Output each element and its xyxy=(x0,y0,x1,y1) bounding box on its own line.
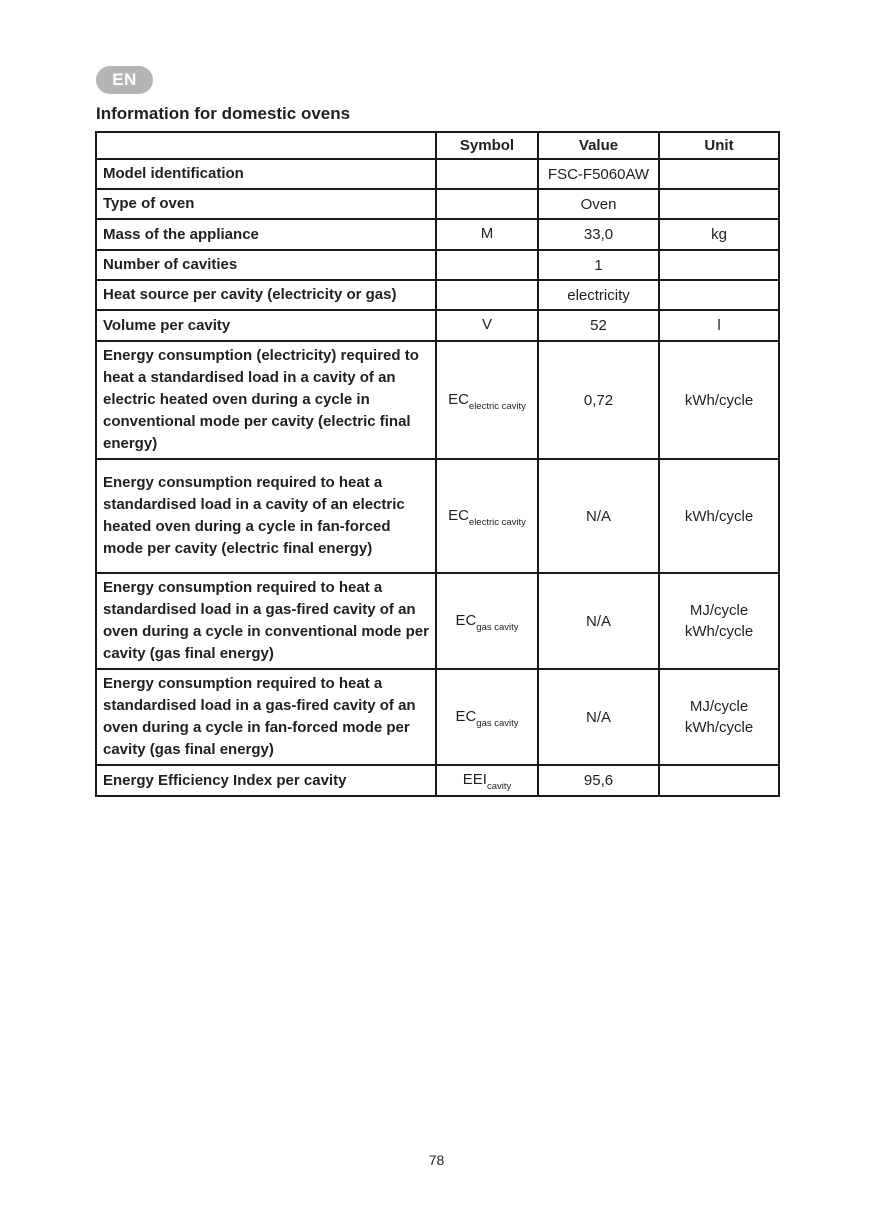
row-label: Energy consumption required to heat a st… xyxy=(95,572,437,670)
row-label: Heat source per cavity (electricity or g… xyxy=(95,279,437,311)
symbol-cell: EEIcavity xyxy=(435,764,539,797)
unit-cell: l xyxy=(658,309,780,342)
unit-cell xyxy=(658,158,780,190)
value-cell: N/A xyxy=(537,458,660,574)
language-badge-label: EN xyxy=(112,70,137,89)
header-unit: Unit xyxy=(658,131,780,160)
value-cell: electricity xyxy=(537,279,660,311)
row-label: Volume per cavity xyxy=(95,309,437,342)
page-title: Information for domestic ovens xyxy=(96,104,351,123)
unit-cell xyxy=(658,764,780,797)
table-row: Energy consumption (electricity) require… xyxy=(95,340,780,460)
unit-cell xyxy=(658,279,780,311)
row-label: Energy consumption required to heat a st… xyxy=(95,458,437,574)
symbol-cell xyxy=(435,279,539,311)
unit-cell: kWh/cycle xyxy=(658,340,780,460)
symbol-cell: ECgas cavity xyxy=(435,572,539,670)
table-row: Number of cavities 1 xyxy=(95,249,780,281)
symbol-cell: ECgas cavity xyxy=(435,668,539,766)
table-row: Energy consumption required to heat a st… xyxy=(95,668,780,766)
symbol-cell xyxy=(435,249,539,281)
value-cell: 1 xyxy=(537,249,660,281)
header-symbol: Symbol xyxy=(435,131,539,160)
row-label: Energy consumption required to heat a st… xyxy=(95,668,437,766)
symbol-cell xyxy=(435,188,539,220)
unit-cell xyxy=(658,188,780,220)
header-blank xyxy=(95,131,437,160)
value-cell: N/A xyxy=(537,572,660,670)
language-badge: EN xyxy=(96,66,153,94)
value-cell: 33,0 xyxy=(537,218,660,251)
page-number: 78 xyxy=(428,1152,445,1168)
unit-cell: kg xyxy=(658,218,780,251)
unit-cell: MJ/cycle kWh/cycle xyxy=(658,668,780,766)
symbol-cell xyxy=(435,158,539,190)
table-row: Volume per cavity V 52 l xyxy=(95,309,780,342)
table-row: Type of oven Oven xyxy=(95,188,780,220)
table-row: Heat source per cavity (electricity or g… xyxy=(95,279,780,311)
row-label: Mass of the appliance xyxy=(95,218,437,251)
value-cell: 95,6 xyxy=(537,764,660,797)
unit-cell: MJ/cycle kWh/cycle xyxy=(658,572,780,670)
table-row: Mass of the appliance M 33,0 kg xyxy=(95,218,780,251)
row-label: Number of cavities xyxy=(95,249,437,281)
row-label: Type of oven xyxy=(95,188,437,220)
symbol-cell: ECelectric cavity xyxy=(435,458,539,574)
value-cell: N/A xyxy=(537,668,660,766)
unit-cell: kWh/cycle xyxy=(658,458,780,574)
symbol-cell: ECelectric cavity xyxy=(435,340,539,460)
row-label: Model identification xyxy=(95,158,437,190)
symbol-cell: V xyxy=(435,309,539,342)
value-cell: FSC-F5060AW xyxy=(537,158,660,190)
value-cell: 0,72 xyxy=(537,340,660,460)
unit-cell xyxy=(658,249,780,281)
value-cell: Oven xyxy=(537,188,660,220)
row-label: Energy Efficiency Index per cavity xyxy=(95,764,437,797)
oven-information-table: Symbol Value Unit Model identification F… xyxy=(95,131,780,797)
table-row: Energy Efficiency Index per cavity EEIca… xyxy=(95,764,780,797)
value-cell: 52 xyxy=(537,309,660,342)
row-label: Energy consumption (electricity) require… xyxy=(95,340,437,460)
symbol-cell: M xyxy=(435,218,539,251)
header-value: Value xyxy=(537,131,660,160)
table-row: Model identification FSC-F5060AW xyxy=(95,158,780,190)
table-row: Energy consumption required to heat a st… xyxy=(95,458,780,574)
table-row: Energy consumption required to heat a st… xyxy=(95,572,780,670)
table-header-row: Symbol Value Unit xyxy=(95,131,780,160)
